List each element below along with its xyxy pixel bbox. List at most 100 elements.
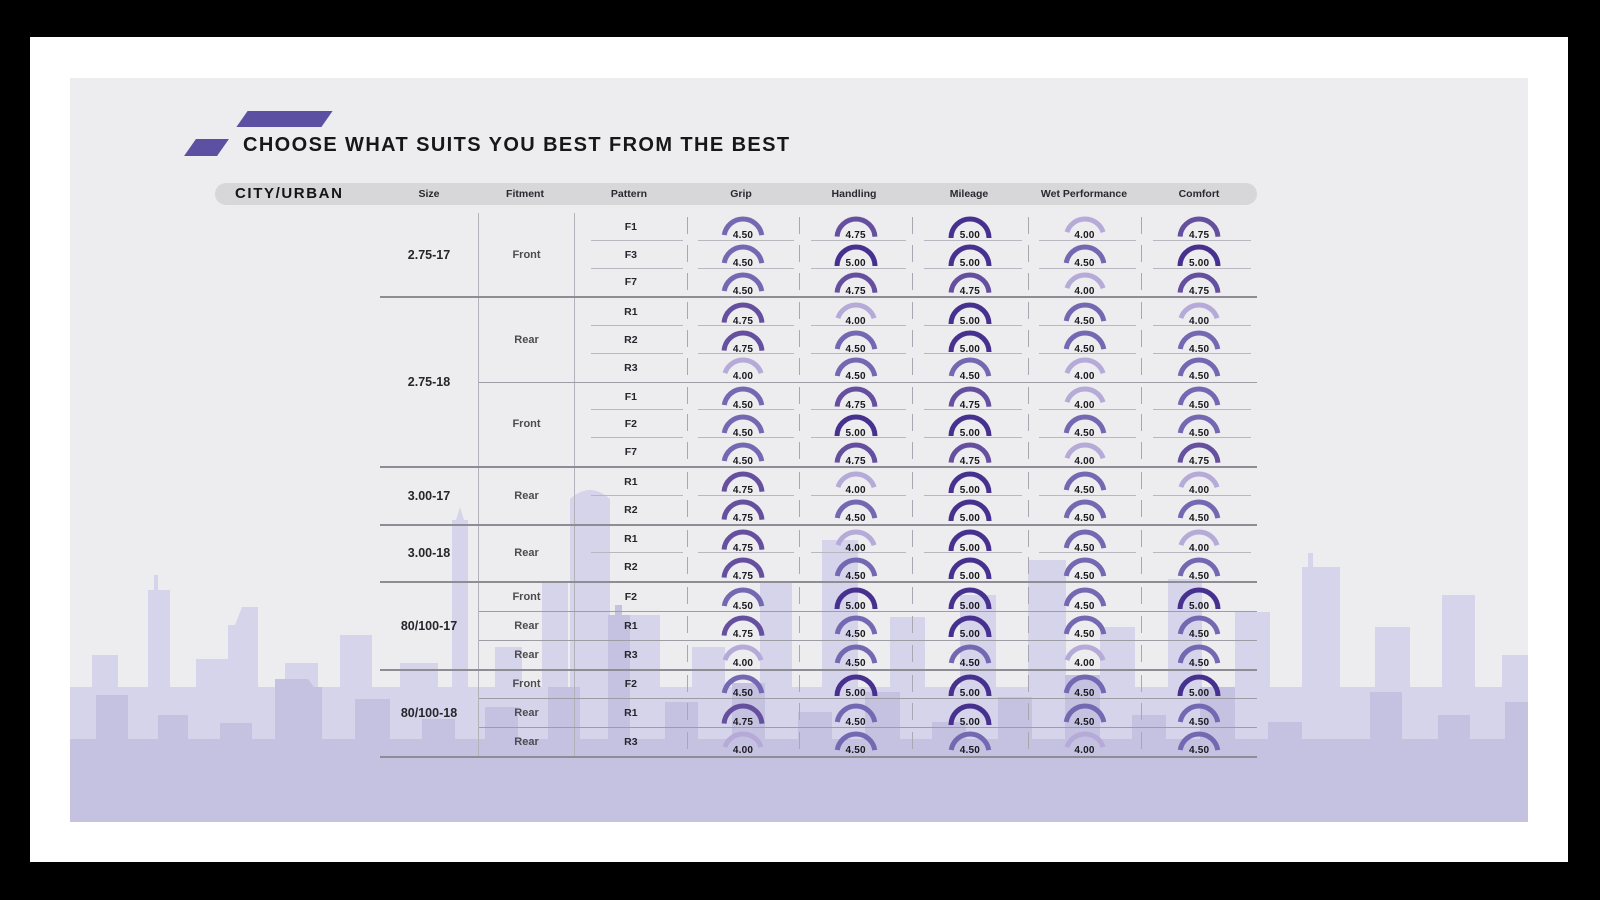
rating-value: 4.75 xyxy=(845,455,866,467)
rating-value: 5.00 xyxy=(959,629,980,641)
gauge-arc-icon xyxy=(948,703,992,725)
rating-cell-handling: 5.00 xyxy=(799,410,912,439)
gauge-arc-icon xyxy=(948,272,992,295)
rating-gauge: 5.00 xyxy=(833,585,879,612)
gauge-arc-icon xyxy=(721,386,765,409)
gauge-arc-icon xyxy=(948,557,992,579)
rating-gauge: 5.00 xyxy=(947,701,993,728)
pattern-rows: F2 4.50 5.00 5.00 4.50 5.00 xyxy=(575,583,1257,612)
gauge-arc-icon xyxy=(1063,703,1106,725)
gauge-arc-icon xyxy=(1063,272,1106,295)
rating-value: 5.00 xyxy=(959,570,980,582)
gauge-arc-icon xyxy=(834,703,878,725)
gauge-arc-icon xyxy=(1177,529,1221,552)
rating-gauge: 4.00 xyxy=(1062,729,1108,756)
rating-value: 4.50 xyxy=(1189,371,1210,383)
gauge-arc-icon xyxy=(1177,330,1221,352)
rating-cell-grip: 4.75 xyxy=(686,496,800,524)
rating-value: 4.00 xyxy=(1189,315,1210,327)
rating-cell-wet: 4.50 xyxy=(1027,671,1142,699)
fitment-group: Front F1 4.50 4.75 4.75 4.00 4.50 F2 4.50 5.00 5.0… xyxy=(479,381,1257,467)
brochure-panel: CHOOSE WHAT SUITS YOU BEST FROM THE BEST… xyxy=(70,78,1528,822)
rating-gauge: 4.50 xyxy=(833,555,879,582)
size-label: 3.00-18 xyxy=(380,525,479,582)
rating-value: 4.50 xyxy=(1074,542,1095,554)
gauge-arc-icon xyxy=(721,442,765,464)
table-row: F1 4.50 4.75 5.00 4.00 4.75 xyxy=(575,213,1257,241)
rating-gauge: 4.50 xyxy=(1062,497,1108,524)
rating-gauge: 5.00 xyxy=(833,242,879,269)
table-row: R3 4.00 4.50 4.50 4.00 4.50 xyxy=(575,641,1257,669)
gauge-arc-icon xyxy=(834,357,878,380)
rating-gauge: 4.50 xyxy=(1176,412,1222,439)
fitment-group: Rear R1 4.75 4.50 5.00 4.50 4.50 xyxy=(479,610,1257,640)
rating-value: 4.50 xyxy=(1074,570,1095,582)
rating-value: 4.50 xyxy=(1074,687,1095,699)
fitment-groups: Rear R1 4.75 4.00 5.00 4.50 4.00 R2 4.75 4.50 5.00… xyxy=(479,468,1257,524)
rating-value: 4.00 xyxy=(1189,542,1210,554)
gauge-arc-icon xyxy=(834,557,878,579)
rating-value: 4.75 xyxy=(959,455,980,467)
rating-cell-wet: 4.50 xyxy=(1027,468,1142,496)
pattern-rows: R1 4.75 4.00 5.00 4.50 4.00 R2 4.75 4.50 5.00 4.50… xyxy=(575,526,1257,582)
rating-cell-handling: 4.50 xyxy=(799,728,912,756)
rating-value: 4.75 xyxy=(1189,230,1210,242)
gauge-arc-icon xyxy=(834,644,878,667)
fitment-label: Rear xyxy=(479,298,575,382)
table-row: R2 4.75 4.50 5.00 4.50 4.50 xyxy=(575,553,1257,582)
rating-cell-mileage: 5.00 xyxy=(912,496,1028,524)
rating-cell-wet: 4.50 xyxy=(1027,526,1142,554)
gauge-arc-icon xyxy=(948,644,992,667)
pattern-label: R1 xyxy=(624,707,638,720)
rating-gauge: 4.75 xyxy=(720,701,766,728)
table-row: R1 4.75 4.50 5.00 4.50 4.50 xyxy=(575,612,1257,640)
rating-cell-handling: 5.00 xyxy=(799,241,912,269)
rating-gauge: 4.00 xyxy=(1062,384,1108,412)
fitment-group: Rear R1 4.75 4.00 5.00 4.50 4.00 R2 4.75 4.50 5.00… xyxy=(479,468,1257,524)
pattern-rows: R1 4.75 4.00 5.00 4.50 4.00 R2 4.75 4.50 5.00 4.50… xyxy=(575,298,1257,383)
rating-value: 4.75 xyxy=(732,716,754,728)
rating-gauge: 4.50 xyxy=(720,585,766,612)
size-group: 2.75-18 Rear R1 4.75 4.00 5.00 4.50 4.00 R2 4.75 4… xyxy=(380,296,1257,467)
rating-cell-handling: 4.00 xyxy=(799,526,912,554)
rating-value: 4.50 xyxy=(1189,658,1210,670)
gauge-arc-icon xyxy=(948,414,992,437)
rating-value: 4.00 xyxy=(845,542,866,554)
rating-cell-mileage: 4.75 xyxy=(912,438,1028,467)
pattern-label: R3 xyxy=(624,648,638,661)
rating-value: 4.50 xyxy=(732,600,754,612)
pattern-label: R1 xyxy=(575,468,687,496)
pattern-label: F1 xyxy=(575,213,687,241)
rating-cell-handling: 4.50 xyxy=(799,326,912,355)
rating-value: 4.75 xyxy=(1189,285,1210,297)
rating-gauge: 4.75 xyxy=(1176,214,1222,242)
fitment-group: Front F2 4.50 5.00 5.00 4.50 5.00 xyxy=(479,583,1257,612)
rating-cell-comfort: 4.00 xyxy=(1141,298,1257,327)
size-group: 2.75-17 Front F1 4.50 4.75 5.00 4.00 4.75 F3 4.50… xyxy=(380,213,1257,297)
gauge-arc-icon xyxy=(834,272,878,295)
rating-gauge: 4.75 xyxy=(720,300,766,327)
fitment-group: Front F2 4.50 5.00 5.00 4.50 5.00 xyxy=(479,670,1257,699)
gauge-arc-icon xyxy=(1063,732,1106,754)
rating-cell-handling: 4.50 xyxy=(799,699,912,728)
rating-value: 4.50 xyxy=(732,230,754,242)
gauge-arc-icon xyxy=(1177,414,1221,437)
gauge-arc-icon xyxy=(721,330,765,352)
rating-gauge: 4.00 xyxy=(1062,355,1108,382)
rating-gauge: 4.50 xyxy=(833,613,879,640)
rating-gauge: 5.00 xyxy=(947,527,993,554)
rating-cell-mileage: 5.00 xyxy=(912,213,1028,241)
gauge-arc-icon xyxy=(721,703,765,725)
rating-gauge: 4.00 xyxy=(1062,270,1108,297)
rating-value: 4.50 xyxy=(1074,258,1095,270)
rating-gauge: 4.00 xyxy=(720,729,766,756)
fitment-label: Rear xyxy=(479,640,575,669)
rating-cell-mileage: 4.50 xyxy=(912,354,1028,382)
rating-value: 4.00 xyxy=(1074,455,1095,467)
rating-value: 5.00 xyxy=(959,485,980,497)
rating-value: 4.00 xyxy=(1074,400,1095,412)
rating-gauge: 4.00 xyxy=(1062,642,1108,669)
rating-cell-handling: 4.75 xyxy=(799,438,912,467)
rating-gauge: 5.00 xyxy=(947,300,993,327)
rating-gauge: 4.75 xyxy=(947,440,993,467)
